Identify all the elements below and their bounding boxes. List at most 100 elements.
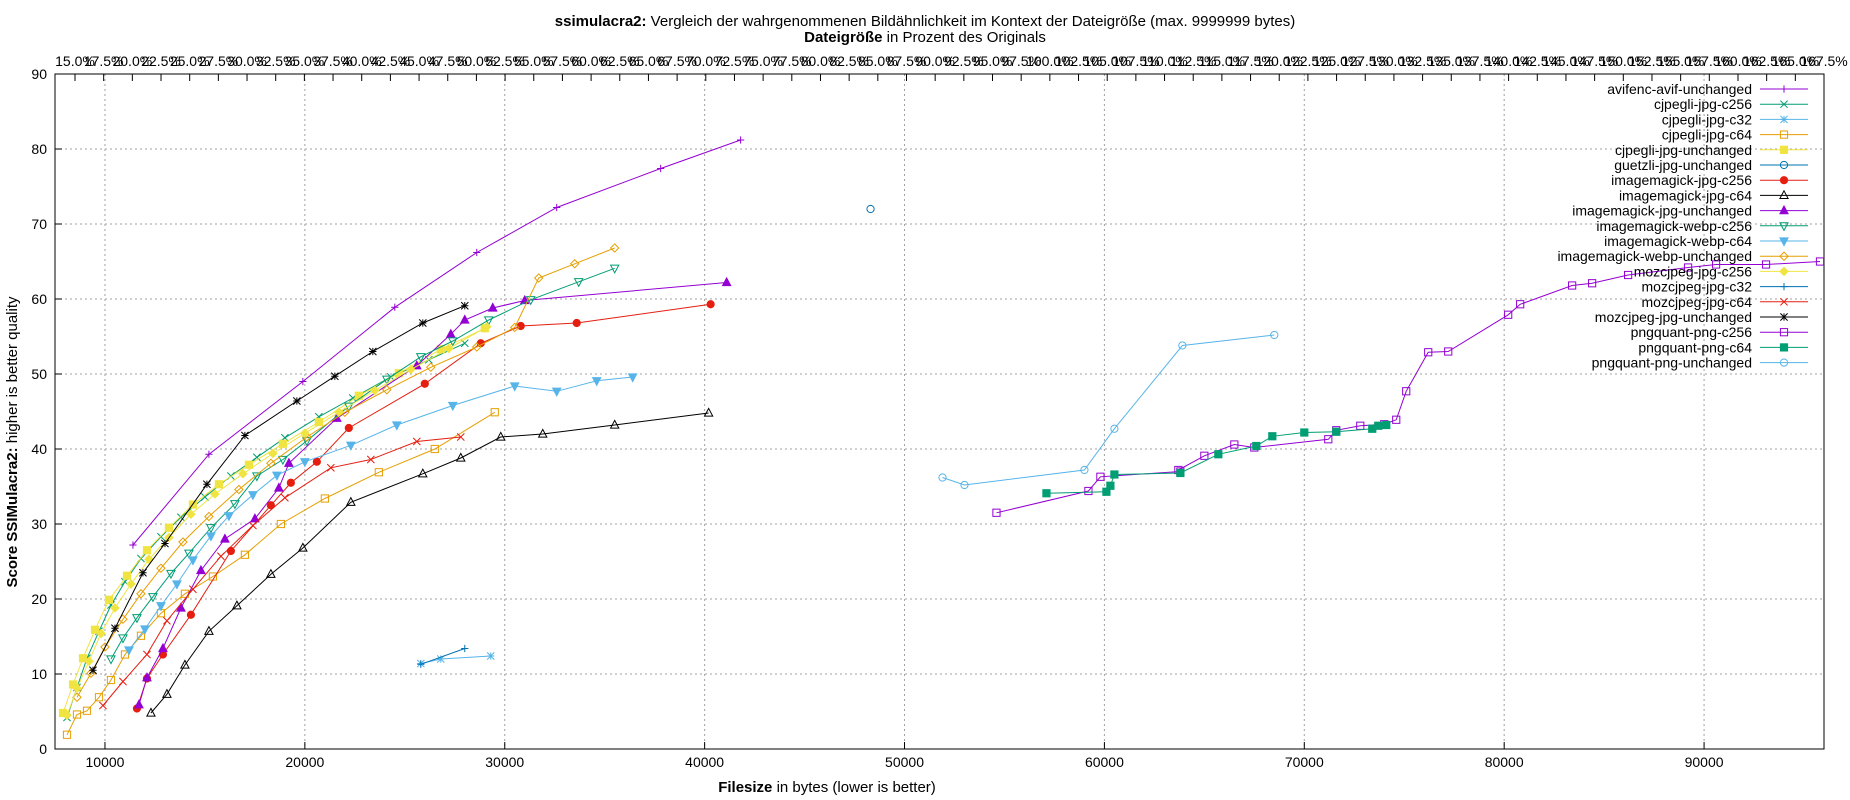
y-tick-label: 20: [31, 591, 47, 607]
data-point: [461, 644, 469, 653]
data-point: [345, 496, 356, 506]
top-tick-label: 82.5%: [829, 53, 869, 69]
data-point: [164, 523, 174, 532]
top-tick-label: 125.0%: [1313, 53, 1360, 69]
data-point: [292, 397, 301, 405]
data-point: [142, 672, 152, 682]
top-tick-label: 132.5%: [1399, 53, 1446, 69]
legend-label: imagemagick-webp-c64: [1604, 233, 1752, 249]
data-point: [234, 484, 244, 495]
data-point: [1080, 465, 1089, 475]
data-point: [374, 468, 383, 477]
top-tick-label: 30.0%: [227, 53, 267, 69]
top-tick-label: 120.0%: [1255, 53, 1302, 69]
x-axis-label-bold: Filesize: [718, 779, 772, 796]
legend-item: imagemagick-jpg-unchanged: [1572, 203, 1808, 219]
data-point: [1624, 270, 1633, 280]
data-point: [415, 353, 426, 363]
top-tick-label: 117.5%: [1227, 53, 1273, 69]
data-point: [1779, 328, 1789, 337]
data-point: [144, 554, 154, 565]
data-point: [1402, 387, 1411, 396]
data-point: [1178, 341, 1187, 350]
series-line: [110, 267, 615, 660]
top-tick-label: 87.5%: [887, 53, 927, 69]
top-tick-label: 135.0%: [1428, 53, 1475, 69]
legend-label: mozcjpeg-jpg-unchanged: [1595, 309, 1752, 325]
x-tick-label: 10000: [86, 754, 125, 770]
data-point: [391, 421, 402, 431]
data-point: [490, 408, 499, 417]
top-tick-label: 115.0%: [1199, 53, 1245, 69]
data-point: [195, 564, 206, 575]
legend-item: mozcjpeg-jpg-c256: [1634, 263, 1808, 279]
top-tick-label: 37.5%: [313, 53, 353, 69]
data-point: [495, 431, 506, 441]
data-point: [405, 364, 416, 375]
data-point: [286, 478, 295, 487]
data-point: [866, 204, 875, 214]
top-tick-label: 162.5%: [1743, 53, 1790, 69]
data-point: [271, 471, 282, 481]
data-point: [186, 509, 196, 520]
data-point: [205, 532, 216, 542]
data-point: [312, 457, 321, 466]
data-point: [1779, 130, 1789, 139]
top-tick-label: 165.0%: [1772, 53, 1819, 69]
data-point: [156, 602, 166, 612]
data-point: [418, 319, 427, 327]
x-tick-label: 60000: [1085, 754, 1124, 770]
data-point: [277, 455, 288, 466]
legend-item: cjpegli-jpg-unchanged: [1615, 142, 1808, 158]
data-point: [551, 387, 562, 397]
top-tick-label: 77.5%: [772, 53, 812, 69]
data-point: [447, 401, 458, 412]
data-point: [62, 710, 72, 721]
data-point: [483, 316, 494, 326]
series-mozcjpeg-jpg-c64: [99, 433, 465, 710]
data-point: [132, 614, 142, 624]
data-point: [1780, 85, 1788, 93]
top-tick-label: 110.0%: [1141, 53, 1187, 69]
data-point: [205, 450, 213, 458]
series-line: [102, 436, 461, 706]
data-point: [124, 646, 134, 656]
data-point: [486, 652, 495, 660]
data-point: [283, 457, 294, 467]
series-line: [128, 376, 633, 651]
series-pngquant-png-c64: [1042, 420, 1391, 498]
data-point: [156, 532, 165, 541]
top-tick-label: 100.0%: [1026, 53, 1073, 69]
data-point: [202, 480, 211, 489]
data-point: [299, 458, 310, 468]
plot-frame: [54, 73, 1825, 750]
data-point: [216, 552, 225, 561]
data-point: [62, 730, 72, 739]
data-point: [1110, 470, 1119, 479]
data-point: [140, 625, 150, 635]
series-line: [132, 139, 741, 546]
data-point: [509, 382, 520, 392]
y-tick-label: 60: [31, 291, 47, 307]
series-line: [420, 655, 491, 664]
chart-title-rest: Vergleich der wahrgenommenen Bildähnlich…: [646, 13, 1296, 30]
y-tick-label: 70: [31, 216, 47, 232]
data-point: [106, 655, 116, 665]
data-point: [280, 493, 289, 502]
top-tick-label: 105.0%: [1083, 53, 1130, 69]
data-point: [737, 136, 745, 144]
data-point: [1332, 427, 1341, 436]
legend-item: mozcjpeg-jpg-c64: [1642, 294, 1808, 310]
data-point: [473, 248, 481, 257]
top-tick-label: 62.5%: [600, 53, 640, 69]
top-tick-label: 80.0%: [801, 53, 841, 69]
top-tick-label: 45.0%: [399, 53, 439, 69]
data-point: [138, 568, 147, 577]
top-tick-label: 160.0%: [1714, 53, 1761, 69]
data-point: [129, 541, 137, 549]
y-axis-label-bold: Score SSIMulacra2:: [4, 447, 21, 587]
data-point: [721, 276, 732, 287]
data-point: [326, 463, 335, 472]
top-tick-label: 150.0%: [1600, 53, 1647, 69]
